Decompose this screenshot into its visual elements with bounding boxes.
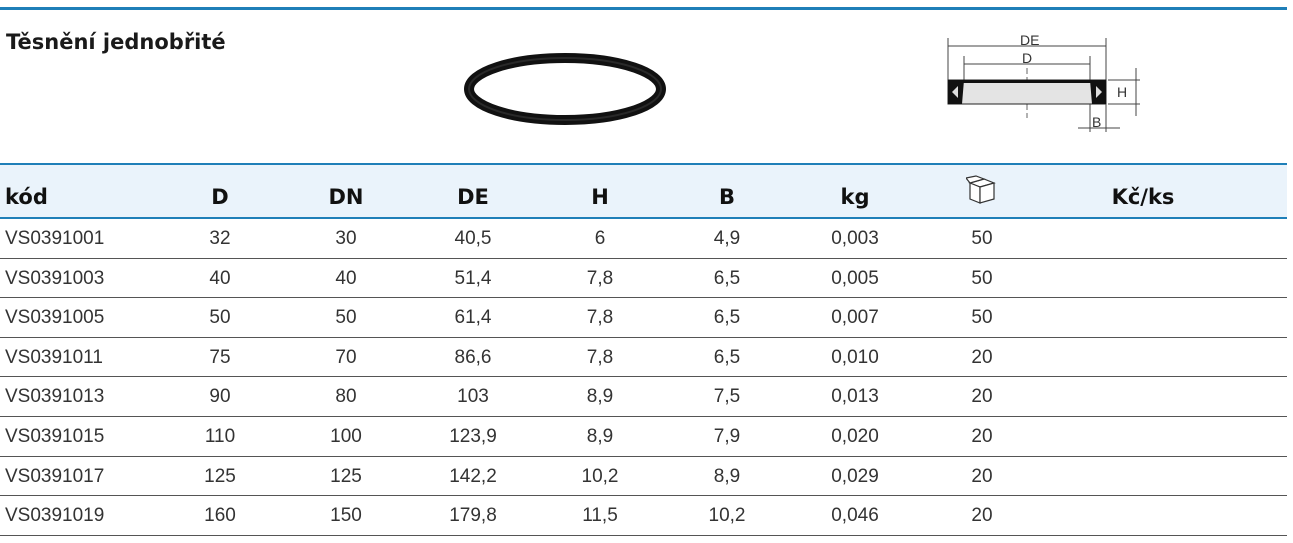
table-row: VS0391013 90 80 103 8,9 7,5 0,013 20 <box>0 377 1287 417</box>
cell-dn: 50 <box>335 307 357 329</box>
cell-dn: 80 <box>335 386 357 408</box>
de-dimension-label: DE <box>1020 32 1039 48</box>
box-icon <box>966 175 996 204</box>
seal-dimension-diagram: DE D H B <box>947 32 1140 132</box>
cell-de: 123,9 <box>449 425 497 447</box>
cell-code: VS0391005 <box>5 307 105 329</box>
table-row: VS0391017 125 125 142,2 10,2 8,9 0,029 20 <box>0 457 1287 497</box>
cell-d: 90 <box>209 386 231 408</box>
table-row: VS0391015 110 100 123,9 8,9 7,9 0,020 20 <box>0 417 1287 457</box>
cell-package-qty: 20 <box>971 465 993 487</box>
cell-de: 142,2 <box>449 465 497 487</box>
cell-de: 179,8 <box>449 505 497 527</box>
cell-d: 75 <box>209 346 231 368</box>
header-kg: kg <box>840 185 870 209</box>
cell-dn: 100 <box>330 425 362 447</box>
cell-d: 40 <box>209 267 231 289</box>
cell-h: 8,9 <box>586 386 614 408</box>
cell-dn: 125 <box>330 465 362 487</box>
cell-package-qty: 50 <box>971 307 993 329</box>
table-row: VS0391019 160 150 179,8 11,5 10,2 0,046 20 <box>0 496 1287 536</box>
cell-package-qty: 50 <box>971 267 993 289</box>
seal-ring-image <box>464 53 666 125</box>
table-row: VS0391001 32 30 40,5 6 4,9 0,003 50 <box>0 219 1287 259</box>
header-b: B <box>718 185 736 209</box>
cell-b: 6,5 <box>713 307 741 329</box>
cell-h: 10,2 <box>581 465 619 487</box>
cell-b: 6,5 <box>713 267 741 289</box>
cell-h: 11,5 <box>582 505 618 527</box>
cell-kg: 0,003 <box>831 228 879 249</box>
h-dimension-label: H <box>1117 84 1127 100</box>
cell-b: 6,5 <box>713 346 741 368</box>
cell-code: VS0391011 <box>5 346 103 368</box>
header-h: H <box>591 185 609 209</box>
cell-dn: 40 <box>335 267 357 289</box>
cell-kg: 0,046 <box>831 505 879 527</box>
cell-code: VS0391013 <box>5 386 105 408</box>
cell-kg: 0,005 <box>831 267 879 289</box>
table-row: VS0391003 40 40 51,4 7,8 6,5 0,005 50 <box>0 259 1287 299</box>
cell-d: 32 <box>209 228 231 249</box>
cell-b: 7,5 <box>713 386 741 408</box>
cell-b: 8,9 <box>713 465 741 487</box>
d-dimension-label: D <box>1022 50 1032 66</box>
top-rule <box>0 7 1287 10</box>
cell-b: 10,2 <box>708 505 746 527</box>
cell-h: 8,9 <box>586 425 614 447</box>
cell-de: 51,4 <box>454 267 492 289</box>
header-de: DE <box>457 185 489 209</box>
cell-h: 6 <box>594 228 606 249</box>
cell-kg: 0,007 <box>831 307 879 329</box>
cell-code: VS0391017 <box>5 465 105 487</box>
cell-h: 7,8 <box>586 307 614 329</box>
cell-code: VS0391019 <box>5 505 105 527</box>
cell-de: 103 <box>457 386 489 408</box>
cell-d: 110 <box>204 425 236 447</box>
cell-de: 40,5 <box>454 228 492 249</box>
cell-package-qty: 20 <box>971 346 993 368</box>
cell-h: 7,8 <box>586 346 614 368</box>
table-row: VS0391005 50 50 61,4 7,8 6,5 0,007 50 <box>0 298 1287 338</box>
cell-package-qty: 20 <box>971 425 993 447</box>
header-dn: DN <box>328 185 364 209</box>
cell-b: 7,9 <box>713 425 741 447</box>
cell-code: VS0391015 <box>5 425 105 447</box>
cell-kg: 0,010 <box>831 346 879 368</box>
header-price: Kč/ks <box>1111 185 1175 209</box>
cell-dn: 70 <box>335 346 357 368</box>
table-row: VS0391011 75 70 86,6 7,8 6,5 0,010 20 <box>0 338 1287 378</box>
header-code: kód <box>5 185 48 209</box>
cell-code: VS0391003 <box>5 267 105 289</box>
table-header: kód D DN DE H B kg Kč/ks <box>0 163 1287 219</box>
cell-package-qty: 20 <box>971 386 993 408</box>
cell-b: 4,9 <box>713 228 741 249</box>
cell-kg: 0,013 <box>831 386 879 408</box>
page-title: Těsnění jednobřité <box>6 30 226 54</box>
cell-kg: 0,020 <box>831 425 879 447</box>
cell-package-qty: 20 <box>971 505 993 527</box>
cell-package-qty: 50 <box>971 228 993 249</box>
table-body: VS0391001 32 30 40,5 6 4,9 0,003 50 VS0391003 40 4… <box>0 219 1287 536</box>
cell-dn: 30 <box>335 228 357 249</box>
cell-de: 61,4 <box>454 307 492 329</box>
cell-dn: 150 <box>330 505 362 527</box>
cell-h: 7,8 <box>586 267 614 289</box>
cell-d: 50 <box>209 307 231 329</box>
cell-d: 125 <box>204 465 236 487</box>
cell-d: 160 <box>204 505 236 527</box>
cell-de: 86,6 <box>454 346 492 368</box>
cell-code: VS0391001 <box>5 228 105 249</box>
product-table: kód D DN DE H B kg Kč/ks VS0391001 32 30 40… <box>0 163 1287 536</box>
cell-kg: 0,029 <box>831 465 879 487</box>
header-d: D <box>211 185 229 209</box>
b-dimension-label: B <box>1092 114 1101 130</box>
